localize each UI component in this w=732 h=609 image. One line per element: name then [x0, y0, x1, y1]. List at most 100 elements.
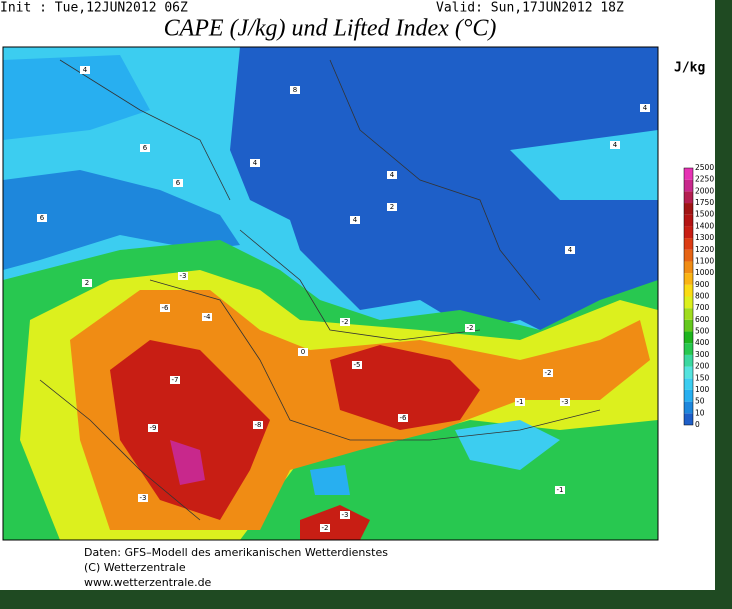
title: CAPE (J/kg) und Lifted Index (°C): [164, 16, 497, 42]
contour-label: 8: [293, 86, 297, 94]
valid-time: Valid: Sun,17JUN2012 18Z: [436, 1, 624, 16]
contour-label-bg: [250, 159, 260, 167]
contour-label-bg: [80, 66, 90, 74]
contour-label-bg: [387, 171, 397, 179]
contour-label-bg: [253, 421, 263, 429]
contour-label-bg: [178, 272, 188, 280]
colorbar-segment: [684, 203, 693, 215]
contour-label-bg: [350, 216, 360, 224]
contour-label-bg: [148, 424, 158, 432]
contour-label: 0: [301, 348, 305, 356]
contour-label: -6: [400, 414, 408, 422]
colorbar-label: 1500: [695, 210, 714, 219]
contour-label-bg: [290, 86, 300, 94]
contour-label-bg: [515, 398, 525, 406]
colorbar-segment: [684, 284, 693, 297]
contour-label: 6: [176, 179, 181, 187]
contour-label-bg: [37, 214, 47, 222]
contour-label: -7: [172, 376, 179, 384]
contour-label-bg: [202, 313, 212, 321]
contour-label: -3: [562, 398, 569, 406]
contour-label: -2: [467, 324, 474, 332]
contour-label: 4: [390, 171, 395, 179]
contour-label-bg: [565, 246, 575, 254]
colorbar-label: 500: [695, 327, 710, 336]
colorbar-label: 10: [695, 408, 705, 417]
contour-label: -1: [517, 398, 524, 406]
footer-line: (C) Wetterzentrale: [84, 561, 186, 574]
contour-label-bg: [298, 348, 308, 356]
colorbar-segment: [684, 389, 693, 402]
footer-line: www.wetterzentrale.de: [84, 576, 212, 589]
contour-label-bg: [140, 144, 150, 152]
contour-label: 2: [390, 203, 394, 211]
colorbar-segment: [684, 319, 693, 332]
colorbar-segment: [684, 331, 693, 344]
contour-label-bg: [543, 369, 553, 377]
colorbar-label: 600: [695, 315, 710, 324]
colorbar-segment: [684, 378, 693, 390]
colorbar-label: 2000: [695, 186, 714, 195]
colorbar-label: 900: [695, 280, 710, 289]
unit: J/kg: [674, 61, 705, 76]
contour-label: -5: [354, 361, 361, 369]
contour-label: 6: [143, 144, 148, 152]
contour-label: 2: [85, 279, 89, 287]
contour-label: 4: [643, 104, 648, 112]
contour-label-bg: [82, 279, 92, 287]
contour-label-bg: [640, 104, 650, 112]
map-frame: [2, 46, 659, 541]
colorbar-label: 1750: [695, 198, 714, 207]
colorbar-segment: [684, 179, 693, 192]
colorbar-label: 1400: [695, 221, 714, 230]
colorbar-label: 800: [695, 292, 710, 301]
colorbar-label: 100: [695, 385, 710, 394]
contour-label-bg: [320, 524, 330, 532]
contour-label: -3: [180, 272, 187, 280]
contour-label-bg: [160, 304, 170, 312]
contour-label-bg: [610, 141, 620, 149]
contour-label-bg: [138, 494, 148, 502]
colorbar-segment: [684, 354, 693, 367]
colorbar-label: 1300: [695, 233, 714, 242]
colorbar-label: 2500: [695, 163, 714, 172]
colorbar-label: 400: [695, 338, 710, 347]
colorbar-label: 200: [695, 362, 710, 371]
contour-label-bg: [387, 203, 397, 211]
contour-label: 4: [253, 159, 258, 167]
colorbar-label: 50: [695, 397, 705, 406]
contour-label: -1: [557, 486, 564, 494]
colorbar-label: 300: [695, 350, 710, 359]
contour-label: -3: [140, 494, 147, 502]
contour-label-bg: [173, 179, 183, 187]
footer-line: Daten: GFS–Modell des amerikanischen Wet…: [84, 546, 388, 559]
colorbar-segment: [684, 308, 693, 320]
contour-label-bg: [340, 511, 350, 519]
colorbar-frame: [683, 167, 694, 426]
init-time: Init : Tue,12JUN2012 06Z: [0, 1, 188, 16]
contour-label: -8: [255, 421, 262, 429]
colorbar-segment: [684, 191, 693, 204]
colorbar-segment: [684, 401, 693, 414]
contour-label: 6: [40, 214, 45, 222]
contour-label: 4: [353, 216, 358, 224]
contour-label-bg: [352, 361, 362, 369]
colorbar-segment: [684, 413, 693, 425]
colorbar-label: 150: [695, 373, 710, 382]
colorbar-label: 0: [695, 420, 700, 429]
contour-label-bg: [398, 414, 408, 422]
contour-label: -2: [342, 318, 349, 326]
contour-label: -4: [204, 313, 212, 321]
map: [3, 47, 658, 540]
contour-label: -2: [545, 369, 552, 377]
contour-label: -3: [342, 511, 349, 519]
colorbar-label: 1200: [695, 245, 714, 254]
colorbar-label: 1000: [695, 268, 714, 277]
colorbar-segment: [684, 273, 693, 285]
contour-label-bg: [340, 318, 350, 326]
colorbar-segment: [684, 261, 693, 274]
contour-label: -2: [322, 524, 329, 532]
contour-label: 4: [613, 141, 618, 149]
